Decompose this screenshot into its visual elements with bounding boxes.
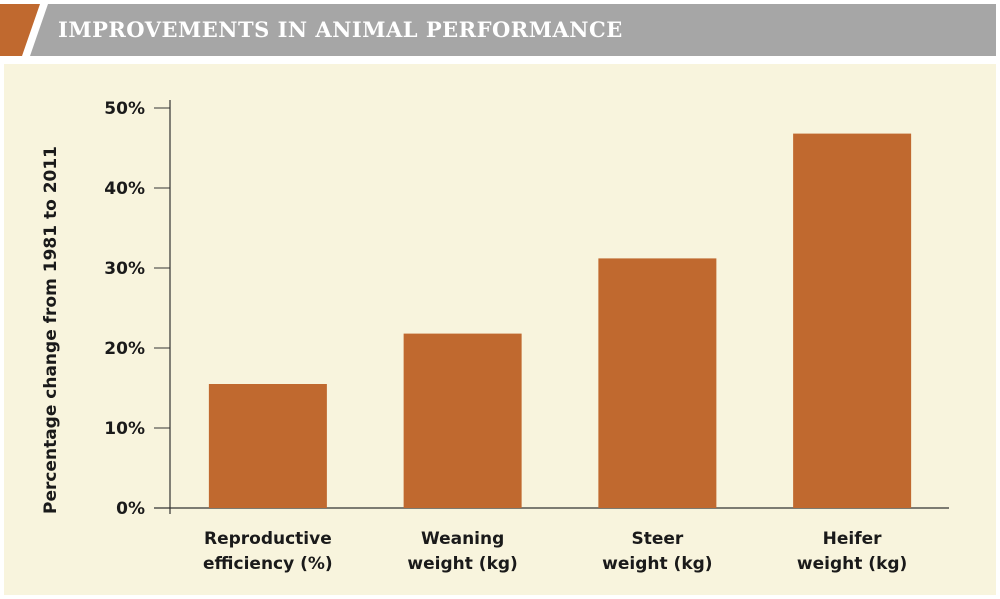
x-category-label: Heifer [823,529,883,549]
x-category-label: weight (kg) [602,554,712,574]
x-category-label: weight (kg) [407,554,517,574]
x-category-label: weight (kg) [797,554,907,574]
x-category-label: Weaning [421,529,504,549]
chart-title: IMPROVEMENTS IN ANIMAL PERFORMANCE [58,17,623,42]
bar [208,384,327,508]
header-gray-bar [30,4,996,56]
y-axis-title: Percentage change from 1981 to 2011 [41,146,61,514]
x-category-label: Reproductive [204,529,332,549]
y-tick-label: 0% [116,499,145,519]
y-tick-label: 20% [104,339,145,359]
bar [403,333,522,508]
header-accent-parallelogram [0,4,40,56]
x-category-label: Steer [631,529,683,549]
y-tick-label: 50% [104,99,145,119]
y-tick-label: 10% [104,419,145,439]
bar [598,258,717,508]
chart-panel: 0% 10% 20% 30% 40% 50% Percentage change from … [4,64,996,595]
bar-chart: 0% 10% 20% 30% 40% 50% Percentage change from … [41,99,949,574]
bar [793,133,912,508]
y-tick-label: 30% [104,259,145,279]
header-band [0,4,996,56]
x-category-label: efficiency (%) [203,554,333,574]
y-tick-label: 40% [104,179,145,199]
